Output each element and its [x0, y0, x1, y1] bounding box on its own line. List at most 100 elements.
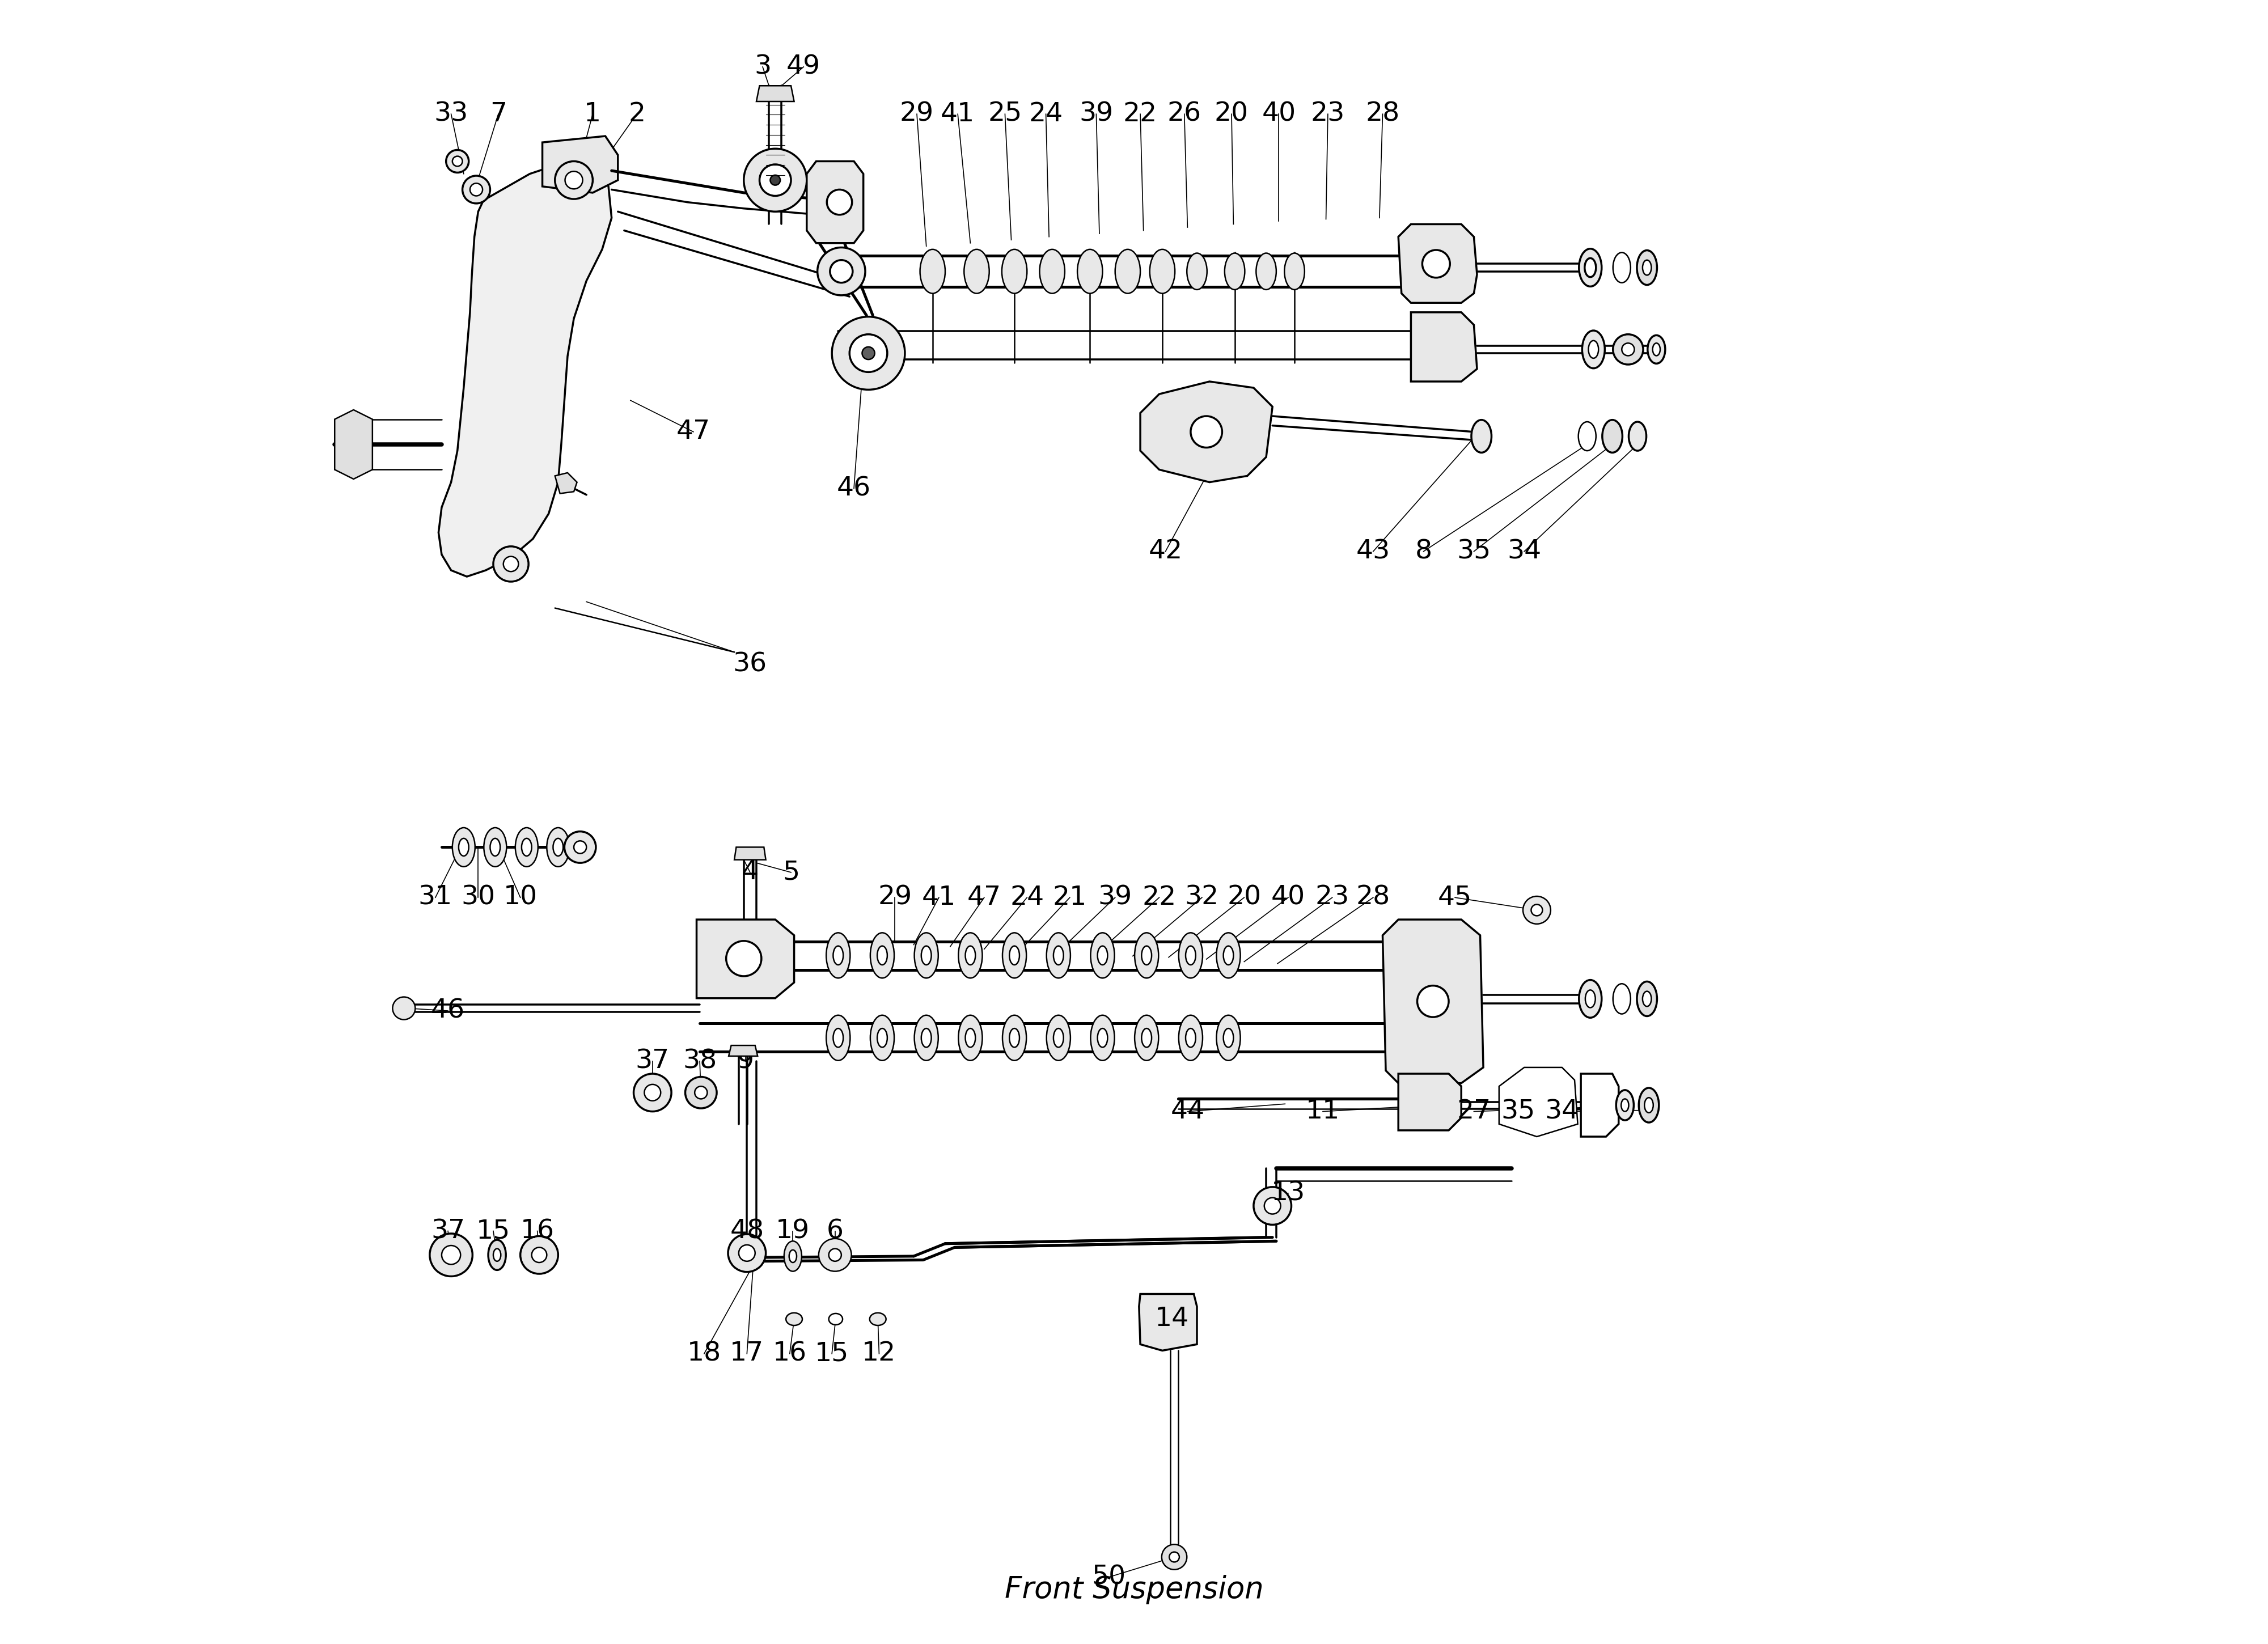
Text: Front Suspension: Front Suspension — [1005, 1575, 1263, 1605]
Polygon shape — [336, 409, 372, 478]
Ellipse shape — [964, 250, 989, 293]
Text: 34: 34 — [1545, 1098, 1579, 1124]
Text: 11: 11 — [1306, 1098, 1340, 1124]
Polygon shape — [542, 136, 617, 192]
Ellipse shape — [1141, 1029, 1152, 1047]
Ellipse shape — [914, 932, 939, 978]
Text: 34: 34 — [1508, 539, 1542, 564]
Text: 15: 15 — [814, 1342, 848, 1366]
Ellipse shape — [1579, 423, 1597, 450]
Text: 20: 20 — [1213, 102, 1250, 127]
Ellipse shape — [1009, 1029, 1018, 1047]
Text: 35: 35 — [1501, 1098, 1535, 1124]
Circle shape — [760, 164, 792, 196]
Ellipse shape — [1583, 330, 1606, 368]
Circle shape — [739, 1245, 755, 1261]
Text: 47: 47 — [676, 419, 710, 444]
Text: 44: 44 — [1170, 1098, 1204, 1124]
Ellipse shape — [1637, 250, 1658, 284]
Text: 28: 28 — [1365, 102, 1399, 127]
Circle shape — [850, 334, 887, 372]
Text: 17: 17 — [730, 1342, 764, 1366]
Text: 31: 31 — [417, 884, 451, 911]
Ellipse shape — [826, 1016, 850, 1060]
Ellipse shape — [878, 1029, 887, 1047]
Ellipse shape — [832, 1029, 844, 1047]
Circle shape — [447, 150, 469, 173]
Text: 29: 29 — [878, 884, 912, 911]
Ellipse shape — [1141, 945, 1152, 965]
Circle shape — [442, 1246, 460, 1264]
Text: 7: 7 — [490, 102, 506, 127]
Text: 14: 14 — [1154, 1307, 1188, 1332]
Circle shape — [633, 1074, 671, 1111]
Ellipse shape — [1647, 335, 1665, 363]
Ellipse shape — [1009, 945, 1018, 965]
Text: 20: 20 — [1227, 884, 1261, 911]
Polygon shape — [438, 161, 612, 577]
Circle shape — [1161, 1544, 1186, 1570]
Circle shape — [828, 189, 853, 215]
Ellipse shape — [1256, 253, 1277, 289]
Circle shape — [728, 1235, 767, 1272]
Ellipse shape — [1186, 253, 1207, 289]
Circle shape — [519, 1236, 558, 1274]
Ellipse shape — [1134, 932, 1159, 978]
Ellipse shape — [1472, 419, 1492, 452]
Circle shape — [694, 1087, 708, 1098]
Circle shape — [771, 176, 780, 186]
Ellipse shape — [1179, 1016, 1202, 1060]
Ellipse shape — [1002, 1016, 1027, 1060]
Text: 23: 23 — [1311, 102, 1345, 127]
Text: 18: 18 — [687, 1342, 721, 1366]
Polygon shape — [1399, 224, 1476, 302]
Ellipse shape — [921, 1029, 932, 1047]
Ellipse shape — [871, 1016, 894, 1060]
Ellipse shape — [1622, 1098, 1628, 1111]
Ellipse shape — [490, 838, 501, 857]
Ellipse shape — [1284, 253, 1304, 289]
Circle shape — [469, 182, 483, 196]
Text: 35: 35 — [1456, 539, 1490, 564]
Ellipse shape — [1052, 945, 1064, 965]
Text: 21: 21 — [1052, 884, 1086, 911]
Ellipse shape — [1116, 250, 1141, 293]
Text: 24: 24 — [1009, 884, 1043, 911]
Ellipse shape — [492, 1249, 501, 1261]
Text: 37: 37 — [635, 1049, 669, 1074]
Text: 5: 5 — [782, 860, 801, 884]
Circle shape — [744, 148, 807, 212]
Text: 12: 12 — [862, 1342, 896, 1366]
Ellipse shape — [1186, 945, 1195, 965]
Text: 48: 48 — [730, 1218, 764, 1245]
Ellipse shape — [1002, 250, 1027, 293]
Circle shape — [830, 260, 853, 283]
Text: 2: 2 — [628, 102, 646, 127]
Circle shape — [1254, 1187, 1290, 1225]
Text: 16: 16 — [773, 1342, 807, 1366]
Text: 39: 39 — [1098, 884, 1132, 911]
Ellipse shape — [826, 932, 850, 978]
Text: 24: 24 — [1030, 102, 1064, 127]
Ellipse shape — [1186, 1029, 1195, 1047]
Ellipse shape — [1150, 250, 1175, 293]
Polygon shape — [755, 85, 794, 102]
Text: 9: 9 — [737, 1049, 755, 1074]
Ellipse shape — [871, 932, 894, 978]
Text: 37: 37 — [431, 1218, 465, 1245]
Ellipse shape — [1046, 932, 1070, 978]
Ellipse shape — [966, 945, 975, 965]
Circle shape — [1613, 334, 1644, 365]
Polygon shape — [1383, 919, 1483, 1083]
Ellipse shape — [1613, 983, 1631, 1014]
Ellipse shape — [1222, 1029, 1234, 1047]
Polygon shape — [1141, 381, 1272, 482]
Text: 22: 22 — [1123, 102, 1157, 127]
Polygon shape — [1411, 312, 1476, 381]
Ellipse shape — [1216, 932, 1241, 978]
Text: 30: 30 — [460, 884, 494, 911]
Ellipse shape — [1579, 980, 1601, 1018]
Polygon shape — [735, 847, 767, 860]
Ellipse shape — [1579, 248, 1601, 286]
Text: 33: 33 — [433, 102, 467, 127]
